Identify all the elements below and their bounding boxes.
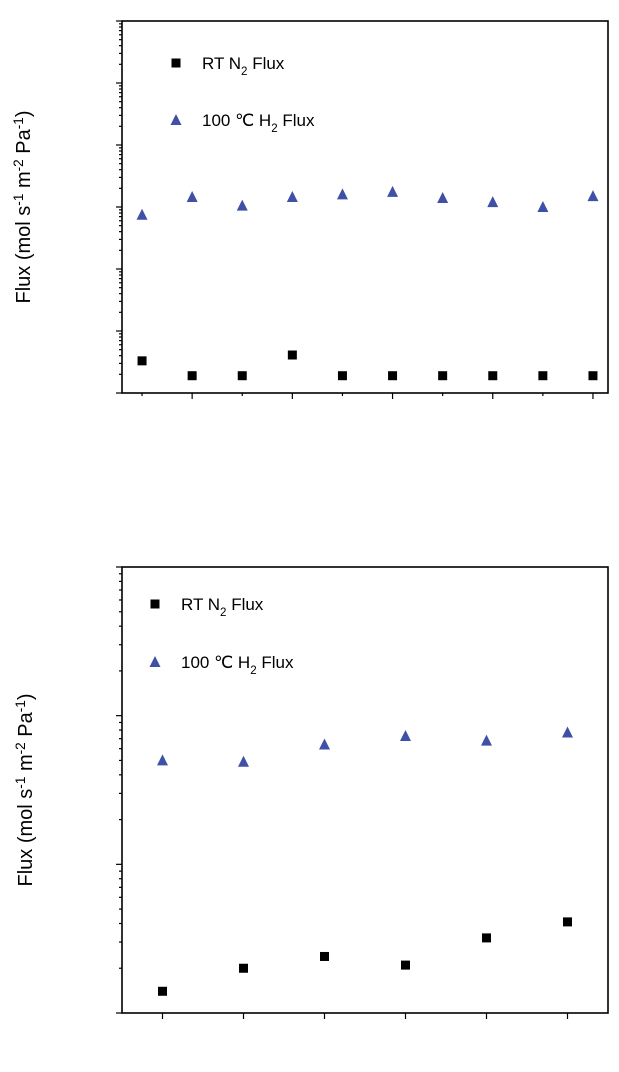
- data-point-square: [388, 371, 398, 381]
- y-axis-label-part: Pa: [13, 128, 35, 159]
- y-axis-label-part: -1: [13, 700, 28, 712]
- data-point-square: [239, 963, 248, 973]
- legend-label-part: 2: [271, 123, 277, 135]
- data-point-triangle: [400, 729, 411, 741]
- legend-label-part: Flux: [278, 111, 315, 130]
- legend-label-part: 2: [250, 665, 256, 677]
- data-point-triangle: [537, 201, 549, 212]
- legend-marker-triangle: [149, 656, 161, 667]
- y-axis-label-part: ): [15, 694, 37, 701]
- data-point-triangle: [487, 196, 499, 208]
- y-axis-label-part: m: [15, 754, 37, 776]
- legend-label-part: Flux: [247, 54, 284, 73]
- y-axis-label-part: Pa: [15, 711, 37, 742]
- data-point-triangle: [387, 185, 399, 197]
- data-point-square: [438, 371, 448, 381]
- data-point-triangle: [481, 734, 492, 746]
- data-point-square: [488, 371, 498, 381]
- legend-marker-square: [150, 599, 160, 609]
- data-point-triangle: [286, 190, 298, 202]
- y-axis-label: Flux (mol s-1 m-2 Pa-1): [13, 694, 38, 887]
- y-axis-label-part: -1: [13, 777, 28, 789]
- data-point-triangle: [186, 190, 198, 202]
- data-point-square: [563, 917, 572, 927]
- legend-marker-triangle: [170, 114, 182, 125]
- data-point-triangle: [157, 754, 168, 766]
- y-axis-label-part: Flux (mol s: [13, 206, 35, 304]
- data-point-triangle: [136, 208, 148, 220]
- y-axis-label-part: -1: [11, 194, 26, 206]
- plot-frame: [121, 566, 609, 1014]
- data-point-triangle: [437, 191, 449, 203]
- y-axis-label: Flux (mol s-1 m-2 Pa-1): [11, 111, 36, 304]
- legend-label-part: RT N: [181, 595, 220, 614]
- y-axis-label-part: -2: [13, 742, 28, 754]
- legend-label: RT N2 Flux: [202, 54, 285, 78]
- legend-label: 100 ℃ H2 Flux: [181, 653, 294, 677]
- data-point-square: [287, 350, 297, 360]
- data-point-square: [588, 371, 598, 381]
- legend-label-part: 2: [241, 66, 247, 78]
- y-axis-label-part: ): [13, 111, 35, 118]
- legend-label: RT N2 Flux: [181, 595, 264, 619]
- y-axis-label-part: m: [13, 171, 35, 193]
- legend-label-part: RT N: [202, 54, 241, 73]
- data-point-triangle: [319, 738, 330, 750]
- y-axis-label-part: -2: [11, 159, 26, 171]
- legend-label-part: 100 ℃ H: [202, 111, 271, 130]
- data-point-triangle: [336, 188, 348, 200]
- plot-frame: [121, 20, 609, 394]
- data-point-triangle: [236, 199, 248, 211]
- legend-label-part: Flux: [257, 653, 294, 672]
- legend-label: 100 ℃ H2 Flux: [202, 111, 315, 135]
- data-point-square: [538, 371, 548, 381]
- legend-label-part: Flux: [226, 595, 263, 614]
- data-point-square: [187, 371, 197, 381]
- data-point-square: [158, 986, 167, 996]
- y-axis-label-part: -1: [11, 117, 26, 129]
- data-point-triangle: [562, 726, 573, 738]
- data-point-square: [482, 933, 491, 943]
- legend-label-part: 100 ℃ H: [181, 653, 250, 672]
- data-point-square: [401, 960, 410, 970]
- data-point-square: [320, 951, 329, 961]
- legend-marker-square: [171, 58, 181, 68]
- data-point-square: [237, 371, 247, 381]
- data-point-triangle: [587, 190, 599, 202]
- data-point-triangle: [238, 755, 249, 767]
- data-point-square: [137, 356, 147, 366]
- legend-label-part: 2: [220, 607, 226, 619]
- y-axis-label-part: Flux (mol s: [15, 789, 37, 887]
- data-point-square: [337, 371, 347, 381]
